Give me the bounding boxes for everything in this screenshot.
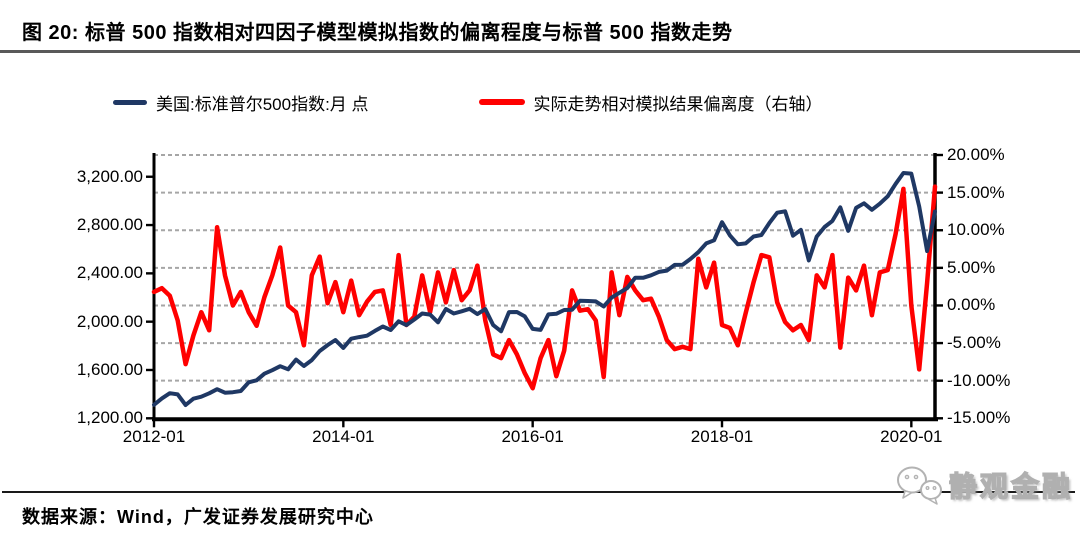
jingguan-jinrong-logo: 静观金融: [893, 464, 1073, 506]
right-axis-label: 0.00%: [947, 295, 996, 315]
left-axis-label: 1,200.00: [76, 408, 143, 428]
footer-divider: [2, 491, 1075, 493]
x-axis-label: 2018-01: [690, 427, 754, 447]
x-axis-label: 2012-01: [122, 427, 186, 447]
legend-item-sp500: 美国:标准普尔500指数:月 点: [113, 90, 369, 115]
right-axis-label: 20.00%: [947, 145, 1005, 164]
left-axis-label: 2,800.00: [76, 215, 143, 235]
title-divider: [0, 50, 1080, 53]
left-axis-label: 2,000.00: [76, 311, 143, 331]
left-axis-label: 2,400.00: [76, 263, 143, 283]
deviation-line-swatch-icon: [478, 99, 525, 105]
data-source-text: 数据来源：Wind，广发证券发展研究中心: [22, 507, 374, 527]
right-axis-label: -10.00%: [947, 370, 1011, 390]
chart-legend: 美国:标准普尔500指数:月 点 实际走势相对模拟结果偏离度（右轴）: [113, 88, 1073, 116]
deviation-line: [151, 184, 938, 391]
right-axis-label: -15.00%: [947, 408, 1011, 428]
sp500-line-swatch-icon: [113, 99, 147, 105]
right-axis-label: 10.00%: [947, 220, 1005, 240]
left-axis-label: 1,600.00: [76, 359, 143, 379]
legend-item-deviation: 实际走势相对模拟结果偏离度（右轴）: [478, 90, 823, 115]
sp500-line: [152, 171, 937, 407]
x-axis-label: 2020-01: [880, 427, 943, 447]
right-axis-label: 15.00%: [947, 182, 1005, 202]
x-axis-label: 2014-01: [312, 427, 375, 447]
x-axis-label: 2016-01: [501, 427, 564, 447]
right-axis-label: -5.00%: [947, 333, 1001, 353]
right-axis-label: 5.00%: [947, 257, 996, 277]
wechat-bubbles-icon: [897, 466, 942, 505]
figure-title: 图 20: 标普 500 指数相对四因子模型模拟指数的偏离程度与标普 500 指…: [22, 22, 733, 44]
legend-label-deviation: 实际走势相对模拟结果偏离度（右轴）: [533, 94, 823, 114]
legend-label-sp500: 美国:标准普尔500指数:月 点: [156, 94, 369, 114]
logo-text: 静观金融: [948, 470, 1074, 502]
left-axis-label: 3,200.00: [76, 166, 143, 186]
